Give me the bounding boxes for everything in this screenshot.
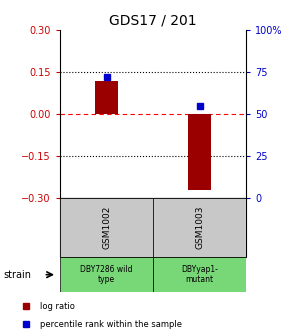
Bar [60, 198, 153, 257]
Bar [153, 198, 246, 257]
Text: strain: strain [3, 270, 31, 280]
Text: DBYyap1-
mutant: DBYyap1- mutant [181, 265, 218, 284]
Text: GSM1002: GSM1002 [102, 206, 111, 249]
Bar [95, 81, 118, 114]
Text: log ratio: log ratio [40, 302, 75, 311]
Title: GDS17 / 201: GDS17 / 201 [109, 14, 197, 28]
Text: GSM1003: GSM1003 [195, 206, 204, 249]
Text: percentile rank within the sample: percentile rank within the sample [40, 320, 182, 329]
Bar [60, 257, 153, 292]
Text: DBY7286 wild
type: DBY7286 wild type [80, 265, 133, 284]
Bar [153, 257, 246, 292]
Bar [188, 114, 211, 190]
